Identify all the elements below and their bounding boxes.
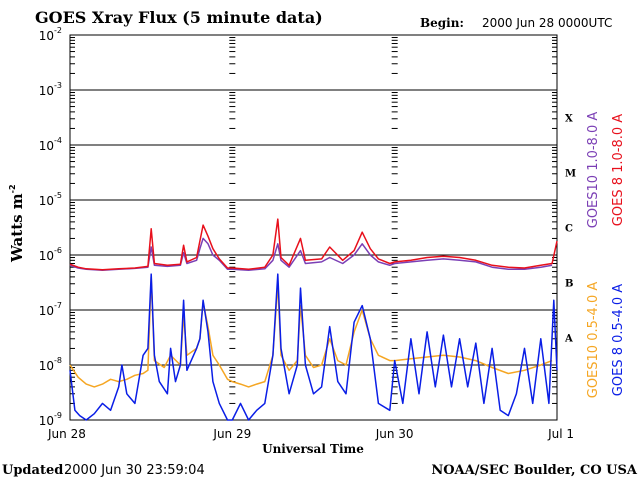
series-line (69, 276, 553, 388)
x-tick-label: Jul 1 (547, 427, 574, 441)
x-axis-label: Universal Time (262, 442, 364, 456)
flare-class-label: X (565, 114, 573, 125)
y-axis-label-exponent: -2 (8, 184, 17, 193)
series-line (69, 273, 558, 421)
y-axis-label: Watts m-2 (8, 184, 26, 263)
y-tick-label: 10-8 (39, 356, 62, 373)
flare-class-label: M (565, 169, 576, 180)
x-tick-label: Jun 28 (47, 427, 86, 441)
begin-value: 2000 Jun 28 0000UTC (482, 16, 612, 30)
begin-label: Begin: (420, 16, 464, 30)
series-line (69, 237, 553, 271)
x-tick-label: Jun 30 (375, 427, 414, 441)
legend-entry: GOES 8 1.0-8.0 A (611, 114, 626, 226)
y-tick-label: 10-2 (39, 26, 62, 43)
footer-updated-value: 2000 Jun 30 23:59:04 (64, 463, 205, 478)
legend-entry: GOES10 0.5-4.0 A (586, 282, 601, 399)
y-tick-label: 10-6 (39, 246, 62, 263)
y-tick-label: 10-7 (39, 301, 62, 318)
y-tick-label: 10-9 (39, 411, 62, 428)
flare-class-label: C (565, 224, 573, 235)
legend-entry: GOES 8 0.5-4.0 A (611, 284, 626, 396)
y-tick-label: 10-3 (39, 81, 62, 98)
plot-frame (69, 34, 558, 421)
y-tick-label: 10-4 (39, 136, 62, 153)
series-line (69, 218, 558, 271)
flare-class-label: A (564, 334, 573, 345)
x-tick-label: Jun 29 (212, 427, 251, 441)
chart-title: GOES Xray Flux (5 minute data) (35, 8, 323, 27)
footer-credit: NOAA/SEC Boulder, CO USA (431, 463, 638, 478)
y-tick-label: 10-5 (39, 191, 62, 208)
legend-entry: GOES10 1.0-8.0 A (586, 112, 601, 229)
legend: GOES10 1.0-8.0 A GOES 8 1.0-8.0 A GOES10 0… (586, 112, 626, 399)
footer-updated-label: Updated (2, 463, 63, 478)
flare-class-label: B (565, 279, 573, 290)
